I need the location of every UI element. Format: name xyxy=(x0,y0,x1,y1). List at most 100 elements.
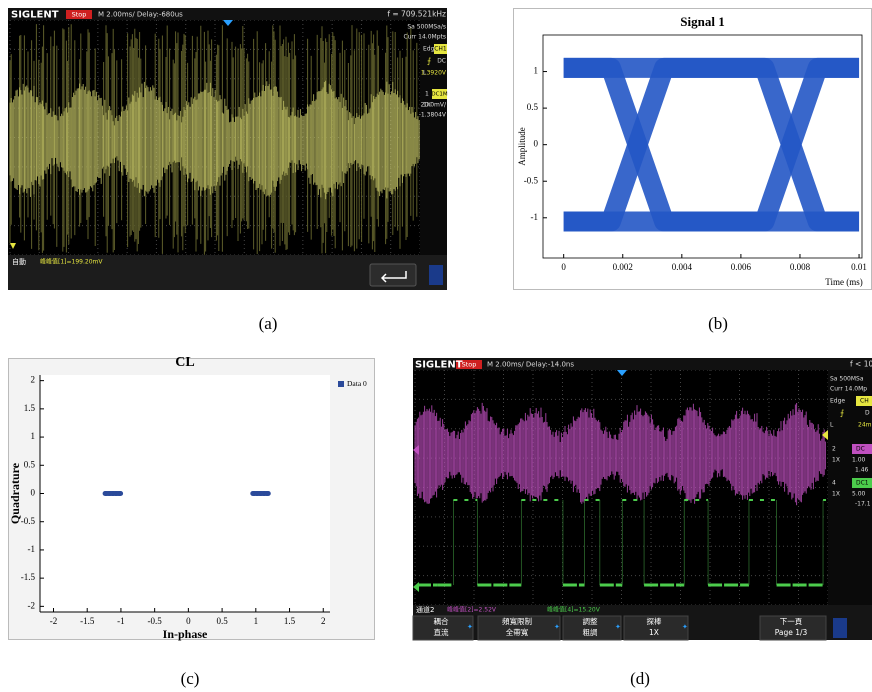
y-tick-label: 1.5 xyxy=(24,403,36,413)
y-axis-label: Quadrature xyxy=(8,462,22,524)
scope-text: Sa 500MSa xyxy=(830,376,864,383)
menu-knob: ✦ xyxy=(467,623,473,631)
scope-text: 24m xyxy=(858,422,872,429)
edge-icon: ⨍ xyxy=(427,57,431,66)
x-tick-label: 0.006 xyxy=(731,262,752,272)
y-tick-label: 0 xyxy=(534,139,539,149)
scope-text: 20.0mV/ xyxy=(421,102,447,109)
scope-text: 峰峰值[1]=199.20mV xyxy=(40,258,103,266)
scope-text: Edge xyxy=(830,398,845,405)
y-tick-label: 0.5 xyxy=(24,459,36,469)
menu-knob: ✦ xyxy=(682,623,688,631)
x-tick-label: 2 xyxy=(321,616,326,626)
menu-label: 頻寬限制 xyxy=(502,616,532,626)
scope-text: DC xyxy=(437,58,446,65)
scope-text: M 2.00ms/ Delay:-680us xyxy=(98,11,183,19)
menu-label: 調整 xyxy=(583,616,598,626)
menu-value: 全帶寬 xyxy=(506,627,529,637)
constellation-plot-area xyxy=(40,375,330,612)
scope-text: 1.3920V xyxy=(421,70,447,77)
scope-text: 1X xyxy=(832,457,840,464)
scope-text: 1.46 xyxy=(855,467,869,474)
menu-icon xyxy=(833,618,847,638)
y-tick-label: 0.5 xyxy=(527,102,539,112)
x-axis-label: In-phase xyxy=(163,627,208,641)
legend-swatch xyxy=(338,381,344,387)
scatter-point xyxy=(264,491,271,496)
x-tick-label: 0.002 xyxy=(613,262,633,272)
menu-value: 粗調 xyxy=(583,627,598,637)
x-tick-label: 1.5 xyxy=(284,616,296,626)
scope-text: SIGLENT xyxy=(415,360,463,371)
x-tick-label: 0 xyxy=(561,262,566,272)
y-tick-label: 0 xyxy=(31,488,36,498)
scatter-point xyxy=(116,491,123,496)
x-tick-label: 0.004 xyxy=(672,262,693,272)
caption: (b) xyxy=(708,314,728,333)
y-tick-label: 1 xyxy=(31,431,36,441)
menu-label: 探棒 xyxy=(647,616,662,626)
menu-label: 耦合 xyxy=(434,616,449,626)
menu-value: Page 1/3 xyxy=(775,628,808,637)
x-tick-label: 0.008 xyxy=(790,262,811,272)
menu-value: 直流 xyxy=(434,627,449,637)
scope-text: 4 xyxy=(832,480,836,487)
chart-title: CL xyxy=(175,355,194,370)
caption: (c) xyxy=(181,669,200,688)
menu-knob: ✦ xyxy=(554,623,560,631)
scope-text: DC1M xyxy=(431,92,448,98)
scope-text: CH1 xyxy=(434,46,447,53)
scope-text: D xyxy=(865,410,870,417)
x-tick-label: -1.5 xyxy=(80,616,95,626)
back-button xyxy=(370,264,416,286)
scope-text: -17.1 xyxy=(855,501,871,508)
figure: (a)(b)(c)(d)SIGLENTStopM 2.00ms/ Delay:-… xyxy=(0,0,872,692)
scope-text: 自動 xyxy=(12,257,26,266)
y-tick-label: 2 xyxy=(31,375,36,385)
scope-text: 通道2 xyxy=(416,605,434,614)
menu-label: 下一頁 xyxy=(780,617,803,626)
legend-label: Data 0 xyxy=(347,379,367,388)
scope-text: 1.00 xyxy=(852,457,866,464)
scope-text: -1.3804V xyxy=(419,112,447,119)
menu-icon xyxy=(429,265,443,285)
x-tick-label: 0.01 xyxy=(851,262,867,272)
menu-knob: ✦ xyxy=(615,623,621,631)
y-tick-label: -2 xyxy=(28,600,36,610)
edge-icon: ⨍ xyxy=(840,409,844,418)
scope-text: f < 10 xyxy=(850,360,872,369)
y-tick-label: -0.5 xyxy=(21,516,36,526)
scope-text: M 2.00ms/ Delay:-14.0ns xyxy=(487,361,574,369)
x-tick-label: -0.5 xyxy=(148,616,163,626)
scope-text: 峰峰值[4]=15.20V xyxy=(547,606,601,614)
x-axis-label: Time (ms) xyxy=(825,277,862,287)
x-tick-label: 0.5 xyxy=(216,616,228,626)
x-tick-label: -2 xyxy=(50,616,58,626)
y-tick-label: -1.5 xyxy=(21,572,36,582)
page: {"figure": {"captions": ["(a)", "(b)", "… xyxy=(0,0,872,692)
scope-text: Curr 14.0Mp xyxy=(830,386,867,393)
scope-text: Curr 14.0Mpts xyxy=(403,34,446,41)
eye-panel xyxy=(514,9,872,290)
caption: (a) xyxy=(259,314,278,333)
scope-text: f = 709.521kHz xyxy=(387,10,446,19)
scope-text: SIGLENT xyxy=(11,10,59,21)
chart-title: Signal 1 xyxy=(680,14,724,29)
scope-text: 5.00 xyxy=(852,491,866,498)
scope-text: 峰峰值[2]=2.52V xyxy=(447,606,497,614)
y-axis-label: Amplitude xyxy=(517,127,527,166)
x-tick-label: 1 xyxy=(254,616,259,626)
scope-text: Stop xyxy=(72,11,87,19)
x-tick-label: 0 xyxy=(186,616,191,626)
scope-text: Sa 500MSa/s xyxy=(407,24,446,31)
scope-text: 1X xyxy=(832,491,840,498)
scope-text: DC xyxy=(856,446,865,453)
scope-text: 2 xyxy=(832,446,836,453)
y-tick-label: -1 xyxy=(28,544,36,554)
y-tick-label: -1 xyxy=(531,212,539,222)
scope-side-panel xyxy=(420,20,447,255)
scope-text: 1 xyxy=(425,91,429,98)
y-tick-label: 1 xyxy=(534,66,539,76)
x-tick-label: -1 xyxy=(117,616,125,626)
y-tick-label: -0.5 xyxy=(524,175,539,185)
